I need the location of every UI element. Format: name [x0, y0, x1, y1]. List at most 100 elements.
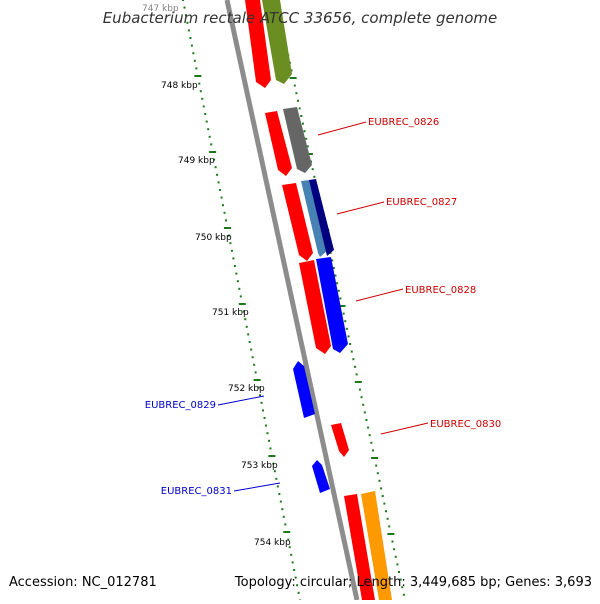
minor-tick-mark — [187, 29, 190, 32]
minor-tick-mark — [213, 158, 216, 161]
minor-tick-mark — [284, 523, 287, 526]
minor-tick-mark — [202, 105, 205, 108]
minor-tick-mark — [262, 409, 265, 412]
minor-tick-mark — [360, 396, 363, 399]
feature-orange — [361, 491, 392, 600]
minor-tick-mark — [204, 113, 207, 115]
tick-label: 748 kbp — [161, 81, 198, 91]
minor-tick-mark — [216, 173, 219, 176]
major-tick-mark — [387, 533, 395, 535]
major-tick-mark — [253, 379, 261, 381]
feature-red-6 — [344, 494, 375, 600]
minor-tick-mark — [339, 297, 342, 300]
minor-tick-mark — [331, 259, 334, 262]
tick-label: 754 kbp — [254, 538, 291, 548]
leader-line-0830 — [380, 422, 429, 435]
minor-tick-mark — [401, 586, 404, 589]
minor-tick-mark — [195, 67, 198, 70]
minor-tick-mark — [349, 343, 352, 345]
minor-tick-mark — [223, 211, 226, 214]
minor-tick-mark — [250, 348, 253, 351]
minor-tick-mark — [214, 166, 217, 169]
major-tick-mark — [268, 455, 276, 457]
minor-tick-mark — [297, 99, 300, 102]
gene-label-eubrec-0829[interactable]: EUBREC_0829 — [145, 400, 216, 411]
minor-tick-mark — [198, 82, 201, 85]
minor-tick-mark — [276, 485, 279, 488]
minor-tick-mark — [183, 6, 186, 9]
minor-tick-mark — [402, 593, 405, 596]
gene-label-eubrec-0827[interactable]: EUBREC_0827 — [386, 197, 457, 208]
minor-tick-mark — [350, 350, 353, 353]
minor-tick-mark — [201, 97, 204, 100]
minor-tick-mark — [232, 257, 235, 260]
minor-tick-mark — [347, 335, 350, 338]
gene-label-eubrec-0828[interactable]: EUBREC_0828 — [405, 285, 476, 296]
feature-gray — [283, 107, 312, 173]
minor-tick-mark — [354, 365, 357, 368]
minor-tick-mark — [182, 0, 184, 1]
minor-tick-mark — [376, 472, 379, 475]
minor-tick-mark — [345, 327, 348, 330]
minor-tick-mark — [358, 388, 361, 391]
minor-tick-mark — [391, 540, 394, 543]
minor-tick-mark — [383, 502, 386, 505]
feature-steelblue — [301, 180, 327, 257]
gene-label-eubrec-0831[interactable]: EUBREC_0831 — [161, 486, 232, 497]
minor-tick-mark — [291, 561, 294, 564]
leader-lines — [217, 121, 429, 492]
minor-tick-mark — [370, 441, 373, 444]
gene-label-eubrec-0830[interactable]: EUBREC_0830 — [430, 419, 501, 430]
minor-tick-mark — [233, 265, 236, 267]
major-tick-mark — [194, 75, 202, 77]
minor-tick-mark — [199, 90, 202, 93]
minor-tick-mark — [334, 274, 337, 277]
major-tick-mark — [305, 153, 313, 155]
tick-label: 751 kbp — [212, 308, 249, 318]
major-tick-mark — [371, 457, 379, 459]
minor-tick-mark — [184, 14, 187, 17]
minor-tick-mark — [207, 128, 210, 131]
minor-tick-mark — [378, 479, 381, 482]
minor-tick-mark — [367, 426, 370, 429]
major-tick-mark — [223, 227, 231, 229]
feature-red-4 — [299, 260, 331, 354]
minor-tick-mark — [267, 439, 270, 442]
minor-tick-mark — [336, 282, 339, 285]
minor-tick-mark — [220, 196, 223, 199]
minor-tick-mark — [332, 267, 335, 269]
minor-tick-mark — [293, 569, 296, 571]
feature-red-1 — [245, 0, 271, 88]
major-tick-mark — [209, 151, 217, 153]
minor-tick-mark — [263, 417, 266, 419]
feature-red-2 — [265, 111, 292, 176]
tick-label: 752 kbp — [228, 384, 265, 394]
minor-tick-mark — [399, 578, 402, 581]
minor-tick-mark — [259, 394, 262, 397]
major-tick-mark — [289, 77, 297, 79]
leader-line-0831 — [233, 482, 281, 492]
minor-tick-mark — [192, 52, 195, 55]
minor-tick-mark — [205, 120, 208, 123]
minor-tick-mark — [381, 495, 384, 497]
minor-tick-mark — [344, 320, 347, 323]
minor-tick-mark — [278, 493, 281, 495]
major-tick-mark — [238, 303, 246, 305]
minor-tick-mark — [253, 363, 256, 366]
major-tick-mark — [338, 305, 346, 307]
gene-label-eubrec-0826[interactable]: EUBREC_0826 — [368, 117, 439, 128]
minor-tick-mark — [208, 135, 211, 138]
minor-tick-mark — [242, 310, 245, 313]
minor-tick-mark — [257, 386, 260, 389]
minor-tick-mark — [296, 584, 299, 587]
minor-tick-mark — [287, 538, 290, 541]
minor-tick-mark — [393, 548, 396, 551]
minor-tick-mark — [247, 333, 250, 336]
minor-tick-mark — [298, 107, 301, 110]
tick-label: 749 kbp — [178, 156, 215, 166]
minor-tick-mark — [282, 515, 285, 518]
minor-tick-mark — [266, 432, 269, 435]
minor-tick-mark — [394, 555, 397, 558]
